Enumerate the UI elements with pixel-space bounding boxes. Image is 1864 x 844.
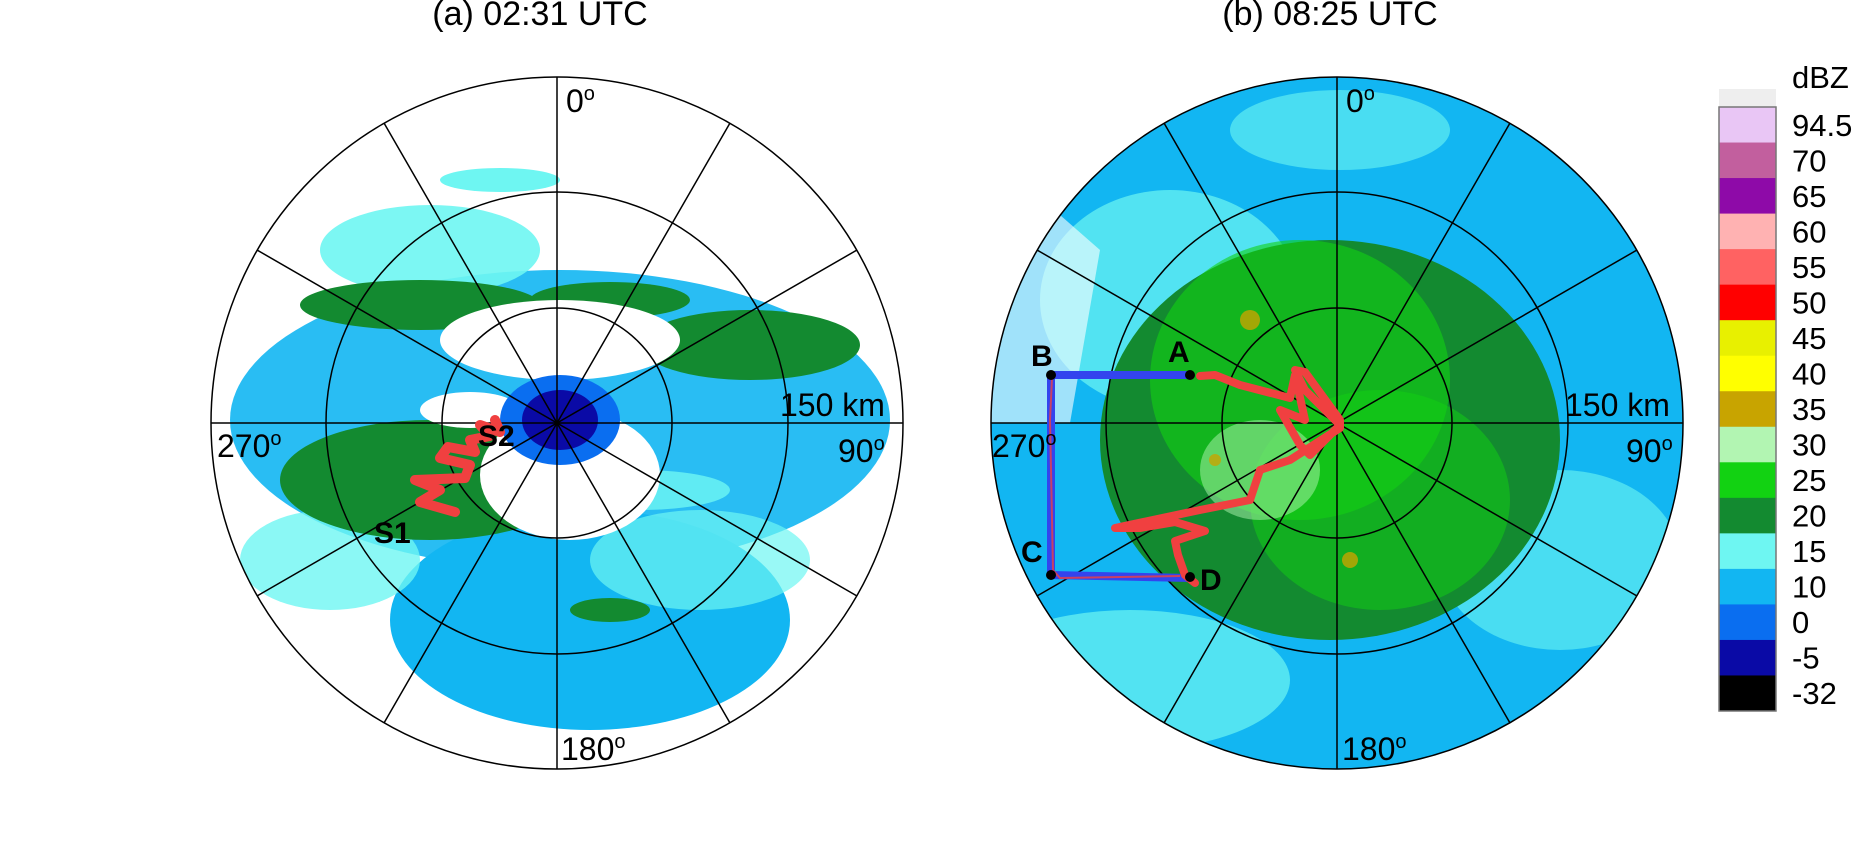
range-label-b: 150 km <box>1565 387 1670 423</box>
colorbar-swatch <box>1719 249 1776 286</box>
north-label-b: 0o <box>1346 83 1375 119</box>
flight-track-red-edge <box>1048 377 1181 580</box>
colorbar-tick-label: 55 <box>1792 250 1826 285</box>
colorbar-swatch <box>1719 320 1776 357</box>
east-label-a: 90o <box>838 433 885 469</box>
colorbar-swatch <box>1719 426 1776 463</box>
colorbar-cap <box>1719 89 1776 107</box>
panel-a-title: (a) 02:31 UTC <box>432 0 647 33</box>
colorbar-tick-label: 10 <box>1792 570 1826 605</box>
colorbar-swatch <box>1719 639 1776 676</box>
point-label-a: A <box>1168 336 1190 369</box>
panel-b-title: (b) 08:25 UTC <box>1222 0 1437 33</box>
colorbar-swatch <box>1719 284 1776 321</box>
colorbar-swatch <box>1719 213 1776 250</box>
south-label-b: 180o <box>1342 731 1407 767</box>
colorbar-swatch <box>1719 533 1776 570</box>
colorbar-tick-label: 25 <box>1792 463 1826 498</box>
polar-grid-a <box>210 76 904 770</box>
colorbar-swatch <box>1719 675 1776 712</box>
reflectivity-field-b <box>991 77 1683 769</box>
flight-track-a <box>410 415 505 517</box>
colorbar-tick-label: 40 <box>1792 356 1826 391</box>
colorbar-swatch <box>1719 178 1776 215</box>
point-label-d: D <box>1200 564 1222 597</box>
flight-track-red <box>1111 366 1344 587</box>
colorbar-tick-label: 50 <box>1792 285 1826 320</box>
colorbar-swatch <box>1719 604 1776 641</box>
point-label-s2: S2 <box>478 420 515 453</box>
colorbar-tick-label: 65 <box>1792 179 1826 214</box>
colorbar-swatch <box>1719 142 1776 179</box>
colorbar-swatch <box>1719 391 1776 428</box>
colorbar-tick-label: 60 <box>1792 214 1826 249</box>
colorbar-tick-label: -32 <box>1792 676 1837 711</box>
colorbar-swatch <box>1719 497 1776 534</box>
radar-panel-a: (a) 02:31 UTC <box>210 0 904 770</box>
colorbar-tick-label: 70 <box>1792 143 1826 178</box>
colorbar-tick-label: 94.5 <box>1792 108 1852 143</box>
colorbar-swatch <box>1719 107 1776 144</box>
south-label-a: 180o <box>561 731 626 767</box>
waypoint-a-marker <box>1185 370 1195 380</box>
west-label-a: 270o <box>217 428 282 464</box>
reflectivity-field-a <box>230 168 890 730</box>
colorbar-tick-label: -5 <box>1792 641 1820 676</box>
colorbar-tick-label: 35 <box>1792 392 1826 427</box>
colorbar-tick-label: 30 <box>1792 428 1826 463</box>
west-label-b: 270o <box>992 428 1057 464</box>
east-label-b: 90o <box>1626 433 1673 469</box>
colorbar-swatches <box>1719 107 1776 712</box>
colorbar-swatch <box>1719 355 1776 392</box>
waypoint-c-marker <box>1046 570 1056 580</box>
colorbar-frame <box>1718 106 1777 712</box>
waypoint-b-marker <box>1046 370 1056 380</box>
colorbar-swatch <box>1719 462 1776 499</box>
colorbar-tick-label: 15 <box>1792 534 1826 569</box>
point-label-c: C <box>1021 536 1043 569</box>
colorbar-tick-label: 20 <box>1792 499 1826 534</box>
north-label-a: 0o <box>566 83 595 119</box>
colorbar-swatch <box>1719 568 1776 605</box>
point-label-b: B <box>1031 340 1053 373</box>
radar-panel-b: (b) 08:25 UTC <box>990 0 1684 770</box>
point-label-s1: S1 <box>374 517 411 550</box>
waypoint-d-marker <box>1185 572 1195 582</box>
colorbar-tick-label: 45 <box>1792 321 1826 356</box>
colorbar-unit-label: dBZ <box>1792 60 1849 95</box>
range-label-a: 150 km <box>780 387 885 423</box>
colorbar-tick-label: 0 <box>1792 605 1809 640</box>
